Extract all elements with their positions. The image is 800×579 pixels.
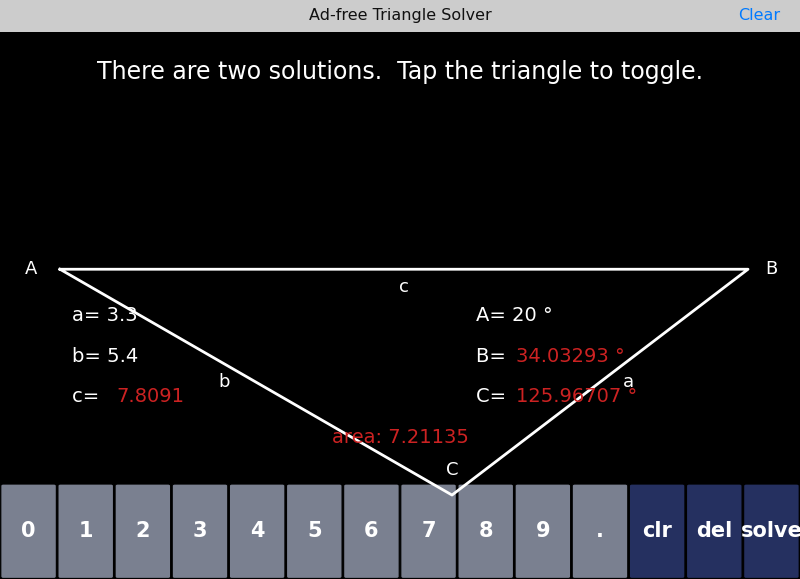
- FancyBboxPatch shape: [172, 484, 228, 578]
- Text: del: del: [696, 521, 733, 541]
- Text: 9: 9: [535, 521, 550, 541]
- FancyBboxPatch shape: [286, 484, 342, 578]
- Text: clr: clr: [642, 521, 672, 541]
- FancyBboxPatch shape: [344, 484, 399, 578]
- FancyBboxPatch shape: [744, 484, 799, 578]
- Text: Clear: Clear: [738, 9, 780, 23]
- Text: area: 7.21135: area: 7.21135: [331, 428, 469, 446]
- FancyBboxPatch shape: [0, 0, 800, 32]
- Text: a: a: [622, 373, 634, 391]
- Text: 8: 8: [478, 521, 493, 541]
- Text: 6: 6: [364, 521, 378, 541]
- FancyBboxPatch shape: [686, 484, 742, 578]
- Text: .: .: [596, 521, 604, 541]
- Text: A: A: [26, 260, 38, 278]
- Text: Ad-free Triangle Solver: Ad-free Triangle Solver: [309, 9, 491, 23]
- Text: 125.96707 °: 125.96707 °: [516, 387, 638, 406]
- FancyBboxPatch shape: [572, 484, 628, 578]
- Text: 1: 1: [78, 521, 93, 541]
- Text: 3: 3: [193, 521, 207, 541]
- Text: c: c: [399, 277, 409, 296]
- FancyBboxPatch shape: [230, 484, 285, 578]
- Text: b: b: [218, 373, 230, 391]
- FancyBboxPatch shape: [630, 484, 685, 578]
- Text: 34.03293 °: 34.03293 °: [516, 347, 625, 365]
- Text: 0: 0: [22, 521, 36, 541]
- Text: A= 20 °: A= 20 °: [476, 306, 553, 325]
- Text: 7.8091: 7.8091: [116, 387, 184, 406]
- Text: C=: C=: [476, 387, 512, 406]
- FancyBboxPatch shape: [115, 484, 170, 578]
- Text: C: C: [446, 461, 458, 479]
- FancyBboxPatch shape: [458, 484, 514, 578]
- Text: 4: 4: [250, 521, 264, 541]
- Text: B: B: [766, 260, 778, 278]
- Text: 2: 2: [136, 521, 150, 541]
- FancyBboxPatch shape: [58, 484, 114, 578]
- Text: a= 3.3: a= 3.3: [72, 306, 138, 325]
- Text: 7: 7: [422, 521, 436, 541]
- Text: 5: 5: [307, 521, 322, 541]
- Text: B=: B=: [476, 347, 512, 365]
- Text: There are two solutions.  Tap the triangle to toggle.: There are two solutions. Tap the triangl…: [97, 60, 703, 85]
- Text: solve: solve: [741, 521, 800, 541]
- FancyBboxPatch shape: [1, 484, 56, 578]
- FancyBboxPatch shape: [401, 484, 456, 578]
- Text: c=: c=: [72, 387, 106, 406]
- FancyBboxPatch shape: [515, 484, 570, 578]
- Text: b= 5.4: b= 5.4: [72, 347, 138, 365]
